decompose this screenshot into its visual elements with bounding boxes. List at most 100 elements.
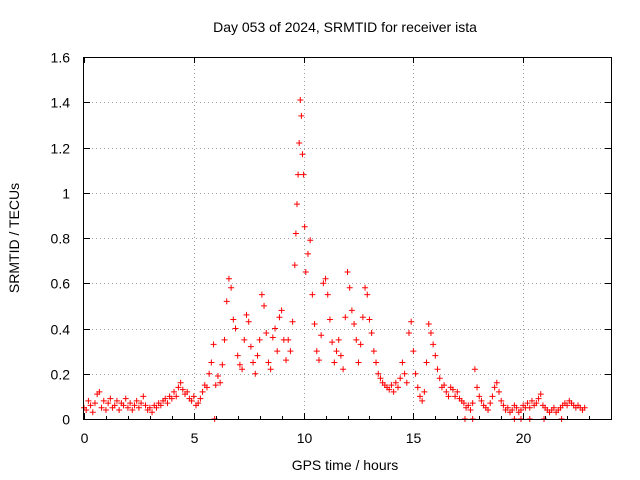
data-point [162,395,169,402]
data-point [171,388,178,395]
data-point [252,370,259,377]
data-point [313,348,320,355]
data-point [175,384,182,391]
data-point [254,352,261,359]
data-point [388,382,395,389]
data-point [346,284,353,291]
data-point [311,320,318,327]
data-point [107,395,114,402]
y-tick-label: 0.4 [51,322,71,338]
data-point [348,307,355,314]
data-point [403,379,410,386]
data-point [333,348,340,355]
data-point [430,341,437,348]
data-point [504,404,511,411]
data-point [239,366,246,373]
data-point [89,409,96,416]
data-point [517,406,524,413]
data-point [228,284,235,291]
data-point [414,384,421,391]
data-point [100,397,107,404]
data-point [190,393,197,400]
data-point [489,393,496,400]
y-tick-label: 1.2 [51,141,71,157]
data-point [127,400,134,407]
data-point [221,336,228,343]
data-point [230,316,237,323]
grid [84,57,611,419]
data-point [326,316,333,323]
data-point [276,314,283,321]
data-point [496,388,503,395]
data-point [245,318,252,325]
data-point [138,400,145,407]
data-point [210,341,217,348]
data-point [197,395,204,402]
data-point [98,404,105,411]
data-point [408,318,415,325]
data-point [256,336,263,343]
data-point [177,379,184,386]
x-axis-label: GPS time / hours [292,457,399,473]
data-point [416,393,423,400]
data-point [355,359,362,366]
data-point [296,139,303,146]
data-point [263,330,270,337]
data-point [258,291,265,298]
data-point [301,223,308,230]
data-point [364,291,371,298]
data-point [335,336,342,343]
data-point [432,352,439,359]
data-point [443,388,450,395]
data-point [124,404,131,411]
data-point [142,402,149,409]
data-point [351,320,358,327]
data-point [184,388,191,395]
data-point [390,388,397,395]
data-point [157,402,164,409]
data-point [129,406,136,413]
data-point [179,386,186,393]
data-point [373,359,380,366]
data-point [485,406,492,413]
x-tick-label: 15 [406,430,422,446]
data-point [491,384,498,391]
data-point [436,375,443,382]
x-tick-label: 0 [81,430,89,446]
data-point [500,402,507,409]
data-point [368,330,375,337]
data-point [320,280,327,287]
data-point [467,406,474,413]
data-point [359,314,366,321]
data-point [362,284,369,291]
data-point [269,334,276,341]
data-point [307,237,314,244]
axes: 0 5 10 15 20 0 0.2 0.4 0.6 0.8 1 1.2 1.4 1.6 [51,50,611,446]
data-point [366,316,373,323]
data-point [322,275,329,282]
y-tick-label: 1.4 [51,95,71,111]
data-point [283,357,290,364]
data-point [425,320,432,327]
data-point [399,359,406,366]
data-point [526,404,533,411]
data-point [412,370,419,377]
data-point [295,171,302,178]
y-tick-label: 0.8 [51,231,71,247]
data-point [581,404,588,411]
data-point [153,404,160,411]
data-point [203,384,210,391]
data-point [441,382,448,389]
data-point [342,314,349,321]
data-point [537,391,544,398]
data-point [353,336,360,343]
data-point [199,388,206,395]
data-point [478,397,485,404]
plot-frame [83,57,612,420]
x-tick-label: 10 [297,430,313,446]
data-point [122,395,129,402]
data-point [324,291,331,298]
data-point [419,397,426,404]
data-point [223,298,230,305]
data-point [315,357,322,364]
